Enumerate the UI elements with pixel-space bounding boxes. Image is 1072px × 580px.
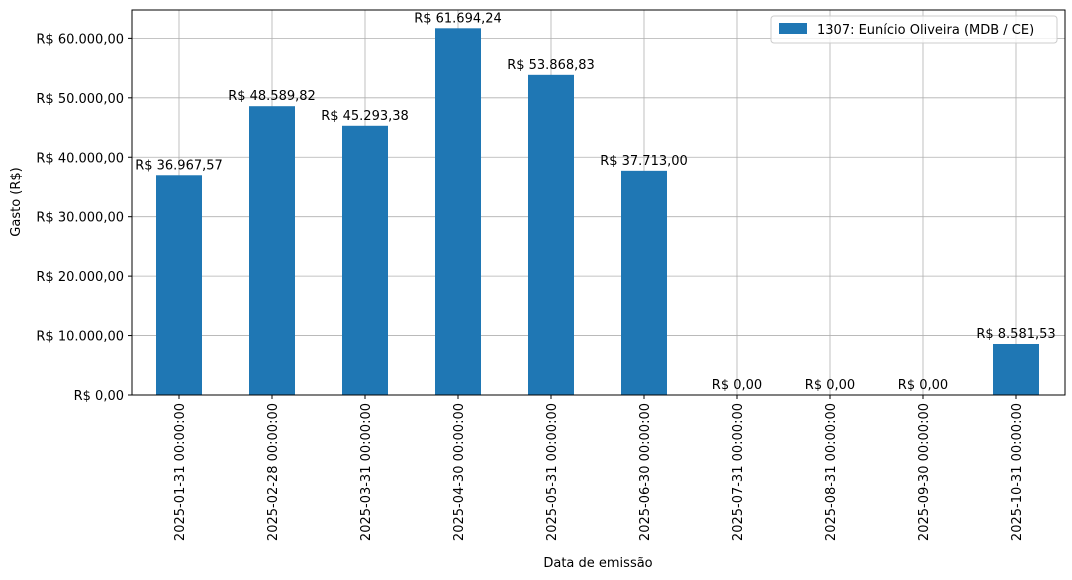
- y-axis: R$ 0,00 R$ 10.000,00 R$ 20.000,00 R$ 30.000…: [36, 32, 132, 404]
- bars: [156, 28, 1039, 395]
- bar: [435, 28, 481, 395]
- y-tick-label: R$ 60.000,00: [36, 32, 124, 47]
- y-tick-label: R$ 0,00: [74, 389, 124, 404]
- data-label: R$ 36.967,57: [135, 158, 223, 173]
- data-label: R$ 48.589,82: [228, 89, 316, 104]
- x-tick-label: 2025-01-31 00:00:00: [173, 403, 188, 541]
- data-label: R$ 0,00: [898, 378, 948, 393]
- legend-frame: [770, 15, 1058, 44]
- x-tick-label: 2025-04-30 00:00:00: [452, 403, 467, 541]
- legend-label: 1307: Eunício Oliveira (MDB / CE): [817, 23, 1034, 38]
- bar: [528, 74, 574, 395]
- data-label: R$ 0,00: [712, 378, 762, 393]
- y-tick-label: R$ 30.000,00: [36, 211, 124, 226]
- y-tick-label: R$ 20.000,00: [36, 270, 124, 285]
- x-tick-label: 2025-08-31 00:00:00: [824, 403, 839, 541]
- plot-frame: [131, 9, 1066, 396]
- x-axis-title: Data de emissão: [543, 556, 652, 571]
- x-tick-label: 2025-02-28 00:00:00: [266, 403, 281, 541]
- data-labels: R$ 36.967,57 R$ 48.589,82 R$ 45.293,38 R$ 6…: [135, 11, 1055, 393]
- x-axis: 2025-01-31 00:00:00 2025-02-28 00:00:00 20…: [173, 395, 1025, 541]
- y-axis-title: Gasto (R$): [9, 167, 24, 236]
- bar: [156, 175, 202, 395]
- data-label: R$ 61.694,24: [414, 11, 502, 26]
- y-tick-label: R$ 50.000,00: [36, 92, 124, 107]
- legend-swatch: [779, 23, 807, 34]
- x-tick-label: 2025-07-31 00:00:00: [731, 403, 746, 541]
- x-tick-label: 2025-10-31 00:00:00: [1010, 403, 1025, 541]
- bar: [993, 343, 1039, 395]
- bar: [621, 170, 667, 395]
- x-tick-label: 2025-03-31 00:00:00: [359, 403, 374, 541]
- data-label: R$ 45.293,38: [321, 109, 409, 124]
- y-tick-label: R$ 40.000,00: [36, 151, 124, 166]
- y-tick-label: R$ 10.000,00: [36, 330, 124, 345]
- data-label: R$ 0,00: [805, 378, 855, 393]
- x-tick-label: 2025-09-30 00:00:00: [917, 403, 932, 541]
- x-tick-label: 2025-06-30 00:00:00: [638, 403, 653, 541]
- data-label: R$ 37.713,00: [600, 154, 688, 169]
- data-label: R$ 53.868,83: [507, 58, 595, 73]
- data-label: R$ 8.581,53: [976, 327, 1055, 342]
- legend: 1307: Eunício Oliveira (MDB / CE): [770, 15, 1058, 44]
- bar: [249, 106, 295, 395]
- bar: [342, 125, 388, 395]
- x-tick-label: 2025-05-31 00:00:00: [545, 403, 560, 541]
